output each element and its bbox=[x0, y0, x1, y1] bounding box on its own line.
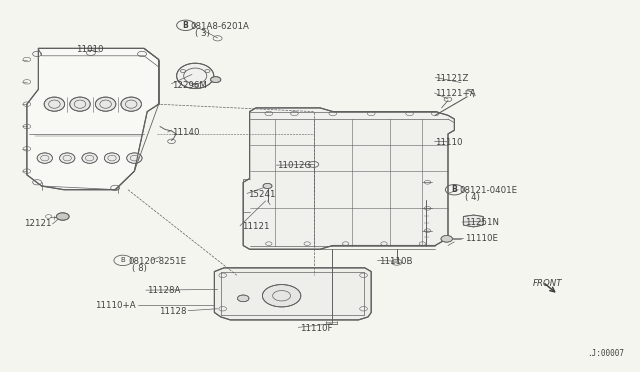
Text: 08120-8251E: 08120-8251E bbox=[128, 257, 186, 266]
Text: B: B bbox=[452, 185, 457, 194]
Text: 11110: 11110 bbox=[435, 138, 463, 147]
Text: 12296M: 12296M bbox=[172, 81, 206, 90]
Text: 15241: 15241 bbox=[248, 190, 276, 199]
Text: 11140: 11140 bbox=[172, 128, 199, 137]
Text: FRONT: FRONT bbox=[532, 279, 562, 288]
Text: 11110E: 11110E bbox=[465, 234, 498, 243]
Text: 11110B: 11110B bbox=[379, 257, 412, 266]
Text: 08121-0401E: 08121-0401E bbox=[460, 186, 518, 195]
Text: 12121: 12121 bbox=[24, 219, 52, 228]
Ellipse shape bbox=[60, 153, 75, 163]
Circle shape bbox=[441, 235, 452, 242]
Polygon shape bbox=[463, 215, 483, 227]
Ellipse shape bbox=[95, 97, 116, 111]
Text: 11110+A: 11110+A bbox=[95, 301, 135, 310]
Text: 11121Z: 11121Z bbox=[435, 74, 468, 83]
Text: 11121: 11121 bbox=[242, 222, 269, 231]
Circle shape bbox=[56, 213, 69, 220]
Circle shape bbox=[211, 77, 221, 83]
Text: 11012G: 11012G bbox=[277, 161, 312, 170]
Ellipse shape bbox=[127, 153, 142, 163]
Ellipse shape bbox=[104, 153, 120, 163]
Polygon shape bbox=[214, 268, 371, 320]
Ellipse shape bbox=[262, 285, 301, 307]
Polygon shape bbox=[27, 48, 159, 190]
Text: 11110F: 11110F bbox=[300, 324, 332, 333]
Text: ( 3): ( 3) bbox=[195, 29, 210, 38]
Text: 11121+A: 11121+A bbox=[435, 89, 476, 98]
Ellipse shape bbox=[82, 153, 97, 163]
Ellipse shape bbox=[70, 97, 90, 111]
Ellipse shape bbox=[121, 97, 141, 111]
Text: ( 4): ( 4) bbox=[465, 193, 479, 202]
Circle shape bbox=[263, 183, 272, 189]
Text: 11251N: 11251N bbox=[465, 218, 499, 227]
Text: B: B bbox=[120, 257, 125, 263]
Text: 11128: 11128 bbox=[159, 307, 186, 316]
Ellipse shape bbox=[37, 153, 52, 163]
Polygon shape bbox=[243, 108, 454, 249]
Text: ( 8): ( 8) bbox=[132, 264, 147, 273]
Ellipse shape bbox=[44, 97, 65, 111]
Text: 081A8-6201A: 081A8-6201A bbox=[191, 22, 250, 31]
Text: .J:00007: .J:00007 bbox=[587, 349, 624, 358]
Ellipse shape bbox=[177, 63, 214, 89]
Text: 11128A: 11128A bbox=[147, 286, 180, 295]
Circle shape bbox=[237, 295, 249, 302]
Text: B: B bbox=[183, 21, 188, 30]
Text: 11010: 11010 bbox=[76, 45, 103, 54]
